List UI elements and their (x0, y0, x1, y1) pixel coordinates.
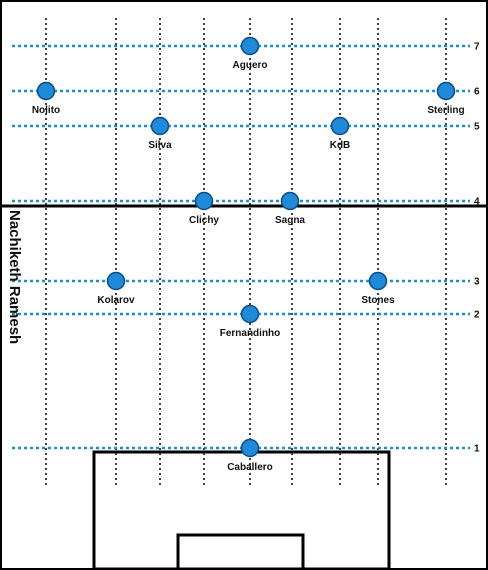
player-name: KdB (330, 140, 351, 151)
player-marker[interactable] (150, 116, 170, 136)
player-aguero[interactable]: Aguero (233, 36, 268, 72)
player-silva[interactable]: Silva (148, 116, 172, 152)
player-name: Stones (361, 295, 395, 306)
player-marker[interactable] (280, 191, 300, 211)
player-marker[interactable] (330, 116, 350, 136)
player-name: Silva (148, 140, 172, 151)
player-name: Kolarov (97, 295, 135, 306)
row-number-2: 2 (474, 310, 480, 321)
row-lines (12, 44, 470, 450)
six-yard-box (176, 533, 305, 570)
author-label: Nachiketh Ramesh (6, 210, 23, 344)
player-name: Clichy (189, 215, 219, 226)
row-number-labels: 7 6 5 4 3 2 1 (474, 42, 480, 455)
player-caballero[interactable]: Caballero (227, 438, 273, 474)
player-name: Sagna (275, 215, 305, 226)
player-sagna[interactable]: Sagna (275, 191, 305, 227)
player-marker[interactable] (36, 81, 56, 101)
player-marker[interactable] (240, 36, 260, 56)
column-lines (45, 18, 447, 486)
players-layer: Aguero Nolito Sterling Silva KdB Clichy Sagna K… (32, 36, 465, 474)
player-stones[interactable]: Stones (361, 271, 395, 307)
player-marker[interactable] (368, 271, 388, 291)
row-number-5: 5 (474, 122, 480, 133)
player-nolito[interactable]: Nolito (32, 81, 60, 117)
player-name: Nolito (32, 105, 60, 116)
player-marker[interactable] (106, 271, 126, 291)
player-fernandinho[interactable]: Fernandinho (220, 304, 281, 340)
player-sterling[interactable]: Sterling (427, 81, 465, 117)
player-name: Sterling (427, 105, 464, 116)
player-kolarov[interactable]: Kolarov (97, 271, 135, 307)
row-number-4: 4 (474, 197, 480, 208)
row-number-7: 7 (474, 42, 480, 53)
player-kdb[interactable]: KdB (330, 116, 351, 152)
row-number-6: 6 (474, 87, 480, 98)
player-name: Caballero (227, 462, 273, 473)
row-number-3: 3 (474, 277, 480, 288)
player-marker[interactable] (436, 81, 456, 101)
player-marker[interactable] (240, 304, 260, 324)
player-clichy[interactable]: Clichy (189, 191, 219, 227)
player-name: Fernandinho (220, 328, 281, 339)
player-marker[interactable] (240, 438, 260, 458)
player-name: Aguero (233, 60, 268, 71)
row-number-1: 1 (474, 444, 480, 455)
player-marker[interactable] (194, 191, 214, 211)
